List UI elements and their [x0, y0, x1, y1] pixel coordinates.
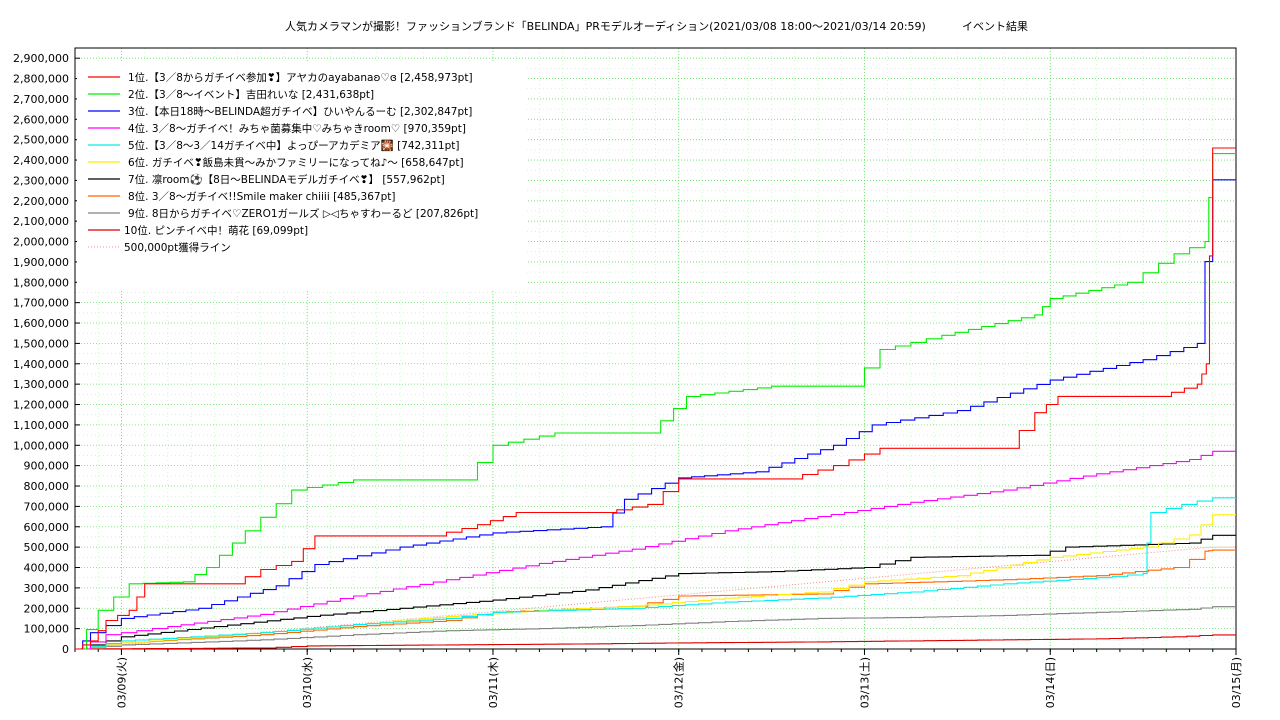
chart-title: 人気カメラマンが撮影！ファッションブランド「BELINDA」PRモデルオーディシ… [285, 19, 926, 33]
x-tick-label: 03/11(木) [487, 657, 500, 708]
legend-label: 4位. 3／8～ガチイベ！みちゃ菌募集中♡みちゃきroom♡ [970,359p… [128, 122, 466, 135]
series-line-7 [75, 534, 1236, 650]
legend-label: 8位. 3／8～ガチイベ!!Smile maker chiiii [485,36… [128, 190, 395, 203]
y-tick-label: 700,000 [24, 500, 70, 513]
y-tick-label: 2,000,000 [13, 236, 69, 249]
legend-background [77, 62, 527, 290]
y-tick-label: 200,000 [24, 602, 70, 615]
legend-label: 2位.【3／8～イベント】吉田れいな [2,431,638pt] [128, 88, 374, 101]
y-tick-label: 1,800,000 [13, 276, 69, 289]
y-tick-label: 1,700,000 [13, 297, 69, 310]
y-tick-label: 2,600,000 [13, 113, 69, 126]
legend-label: 6位. ガチイベ❣飯島未貫～みかファミリーになってね♪～ [658,647pt] [128, 156, 464, 169]
y-tick-label: 2,200,000 [13, 195, 69, 208]
y-tick-label: 400,000 [24, 562, 70, 575]
legend-label: 1位.【3／8からガチイベ参加❣】アヤカのayabanaʚ♡ɞ [2,458,9… [128, 71, 473, 84]
legend-label: 3位.【本日18時～BELINDA超ガチイベ】ひいやんるーむ [2,302,84… [128, 105, 472, 118]
y-tick-label: 2,700,000 [13, 93, 69, 106]
y-tick-label: 1,200,000 [13, 399, 69, 412]
y-tick-label: 1,600,000 [13, 317, 69, 330]
series-line-4 [75, 450, 1236, 650]
chart-subtitle: イベント結果 [962, 19, 1028, 33]
x-tick-label: 03/10(水) [301, 657, 314, 708]
y-tick-label: 1,900,000 [13, 256, 69, 269]
series-line-10 [75, 634, 1236, 650]
y-tick-label: 0 [62, 643, 69, 656]
legend-label: 7位. 凛room⚽【8日～BELINDAモデルガチイベ❣】 [557,962p… [128, 173, 445, 186]
series-line-3 [75, 179, 1236, 650]
y-tick-label: 2,500,000 [13, 134, 69, 147]
y-tick-label: 900,000 [24, 460, 70, 473]
series-line-5 [75, 497, 1236, 650]
axes: 0 100,000 200,000 300,000 400,000 500,000 600,… [13, 47, 1243, 708]
y-tick-label: 1,400,000 [13, 358, 69, 371]
x-tick-label: 03/14(日) [1044, 657, 1057, 708]
y-tick-label: 300,000 [24, 582, 70, 595]
legend-label: 500,000pt獲得ライン [124, 241, 231, 254]
legend: 1位.【3／8からガチイベ参加❣】アヤカのayabanaʚ♡ɞ [2,458,9… [77, 62, 527, 290]
y-tick-label: 1,500,000 [13, 337, 69, 350]
y-tick-label: 2,300,000 [13, 174, 69, 187]
x-tick-label: 03/13(土) [858, 657, 871, 708]
y-tick-label: 2,400,000 [13, 154, 69, 167]
y-tick-label: 2,100,000 [13, 215, 69, 228]
y-tick-label: 600,000 [24, 521, 70, 534]
legend-label: 5位.【3／8～3／14ガチイベ中】よっぴーアカデミア🎇 [742,311pt] [128, 139, 460, 152]
legend-label: 10位. ピンチイベ中！萌花 [69,099pt] [124, 224, 308, 237]
x-tick-label: 03/09(火) [115, 657, 128, 708]
series-line-1 [75, 147, 1236, 650]
series-line-8 [75, 549, 1236, 650]
y-tick-label: 1,100,000 [13, 419, 69, 432]
y-tick-label: 1,300,000 [13, 378, 69, 391]
y-tick-label: 2,800,000 [13, 73, 69, 86]
y-tick-label: 100,000 [24, 623, 70, 636]
series-line-2 [75, 153, 1236, 650]
x-tick-label: 03/12(金) [672, 657, 686, 708]
y-tick-label: 800,000 [24, 480, 70, 493]
y-tick-label: 1,000,000 [13, 439, 69, 452]
legend-label: 9位. 8日からガチイベ♡ZERO1ガールズ ▷◁ちゃすわーるど [207,82… [128, 207, 478, 220]
x-tick-label: 03/15(月) [1230, 657, 1243, 708]
series-line-9 [75, 606, 1236, 650]
y-tick-label: 500,000 [24, 541, 70, 554]
y-tick-label: 2,900,000 [13, 52, 69, 65]
series-group [74, 147, 1236, 650]
